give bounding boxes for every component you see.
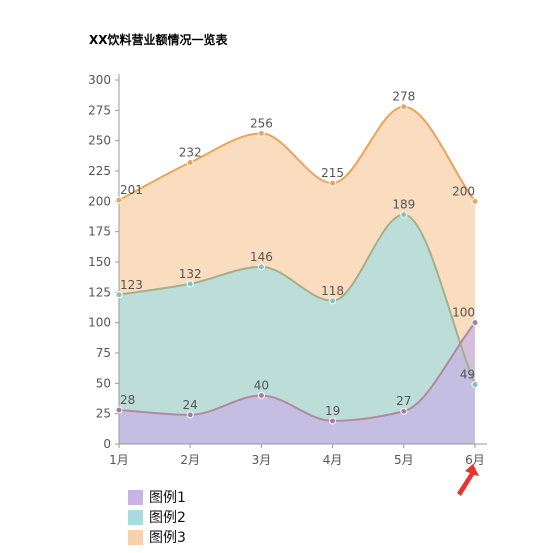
red-arrow-annotation xyxy=(457,464,479,496)
series-3-point xyxy=(115,196,123,204)
data-label: 215 xyxy=(321,166,344,180)
data-label: 200 xyxy=(452,184,475,198)
series-3-point xyxy=(471,197,479,205)
series-1-point xyxy=(471,319,479,327)
data-label: 27 xyxy=(396,394,411,408)
x-tick-label: 3月 xyxy=(252,453,272,467)
series-2-point xyxy=(186,280,194,288)
series-2-point xyxy=(257,263,265,271)
data-label: 256 xyxy=(250,116,273,130)
data-label: 40 xyxy=(254,378,269,392)
series-2-area xyxy=(119,214,475,444)
y-tick-label: 175 xyxy=(88,225,111,239)
data-label: 201 xyxy=(120,183,143,197)
y-tick-label: 225 xyxy=(88,164,111,178)
legend-label-1: 图例1 xyxy=(149,490,186,506)
series-3-point xyxy=(400,103,408,111)
legend-label-2: 图例2 xyxy=(149,510,186,526)
y-tick-label: 75 xyxy=(96,346,111,360)
y-tick-label: 125 xyxy=(88,285,111,299)
series-1-area xyxy=(119,322,475,444)
chart-title: XX饮料营业额情况一览表 xyxy=(89,33,228,47)
series-2-point xyxy=(329,297,337,305)
series-3-point xyxy=(257,129,265,137)
x-tick-label: 1月 xyxy=(109,453,129,467)
legend-item-3[interactable]: 图例3 xyxy=(128,527,186,547)
series-1-point xyxy=(400,407,408,415)
x-tick-label: 5月 xyxy=(394,453,414,467)
series-1-point xyxy=(186,411,194,419)
series-2-point xyxy=(471,381,479,389)
y-tick-label: 275 xyxy=(88,103,111,117)
data-label: 49 xyxy=(460,368,475,382)
legend-swatch-3 xyxy=(128,529,143,545)
x-tick-label: 2月 xyxy=(180,453,200,467)
series-1-point xyxy=(257,391,265,399)
series-2-point xyxy=(400,211,408,219)
series-1-point xyxy=(329,417,337,425)
series-2-point xyxy=(115,291,123,299)
y-tick-label: 150 xyxy=(88,255,111,269)
y-tick-label: 0 xyxy=(103,437,111,451)
y-tick-label: 300 xyxy=(88,73,111,87)
data-label: 118 xyxy=(321,284,344,298)
data-label: 189 xyxy=(392,198,415,212)
data-label: 132 xyxy=(179,267,202,281)
series-3-point xyxy=(186,159,194,167)
legend: 图例1 图例2 图例3 xyxy=(128,487,186,547)
data-label: 146 xyxy=(250,250,273,264)
series-1-point xyxy=(115,406,123,414)
x-tick-label: 4月 xyxy=(323,453,343,467)
data-label: 28 xyxy=(120,393,135,407)
legend-label-3: 图例3 xyxy=(149,530,186,546)
legend-item-1[interactable]: 图例1 xyxy=(128,487,186,507)
series-3-point xyxy=(329,179,337,187)
data-label: 100 xyxy=(452,306,475,320)
data-label: 232 xyxy=(179,146,202,160)
y-tick-label: 100 xyxy=(88,316,111,330)
y-tick-label: 25 xyxy=(96,407,111,421)
y-tick-label: 50 xyxy=(96,376,111,390)
legend-swatch-1 xyxy=(128,489,143,505)
legend-swatch-2 xyxy=(128,509,143,525)
legend-item-2[interactable]: 图例2 xyxy=(128,507,186,527)
y-tick-label: 200 xyxy=(88,194,111,208)
data-label: 24 xyxy=(183,398,198,412)
x-tick-label: 6月 xyxy=(465,453,485,467)
data-label: 123 xyxy=(120,278,143,292)
data-label: 278 xyxy=(392,90,415,104)
y-tick-label: 250 xyxy=(88,134,111,148)
data-label: 19 xyxy=(325,404,340,418)
